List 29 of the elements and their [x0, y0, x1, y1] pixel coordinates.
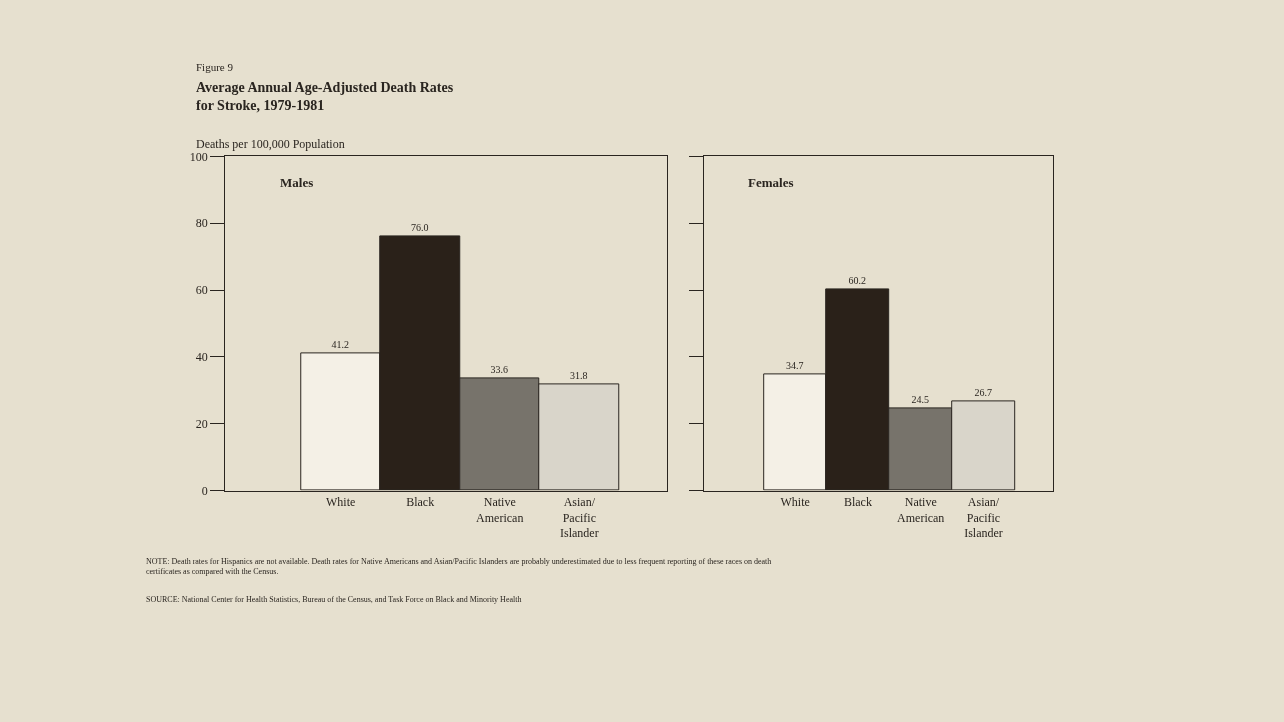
- data-label: 76.0: [411, 221, 429, 233]
- data-label: 31.8: [570, 369, 588, 381]
- annotation: Males: [280, 175, 314, 190]
- data-label: 41.2: [331, 338, 350, 350]
- chart-title: Average Annual Age-Adjusted Death Rates for Stroke, 1979-1981: [196, 80, 454, 114]
- x-tick-label: Native American: [897, 494, 945, 525]
- y-tick-label: 60: [195, 283, 208, 298]
- x-tick-label: Asian/ Pacific Islander: [964, 494, 1003, 541]
- data-label: 33.6: [490, 363, 509, 375]
- source-note: SOURCE: National Center for Health Statistics, Bureau of the Census, and Task Force on Black and Minority Health: [146, 595, 522, 604]
- x-tick-label: Black: [406, 494, 435, 509]
- annotation: Females: [748, 175, 794, 190]
- y-tick-label: 80: [195, 216, 208, 231]
- x-tick-label: Asian/ Pacific Islander: [560, 494, 599, 541]
- chart-subtitle: Figure 9: [196, 61, 234, 73]
- y-tick-label: 40: [195, 350, 208, 365]
- text: NOTE: Death rates for Hispanics are not available. Death rates for Native Americans and Asian/Pacific Islanders are probably underestimated due to less frequent reporting of these races on death certificates as compared with the Census.: [146, 557, 772, 577]
- x-tick-label: Native American: [476, 494, 524, 525]
- y-tick-label: 0: [201, 483, 208, 498]
- x-tick-label: White: [780, 494, 810, 509]
- data-label: 26.7: [974, 386, 992, 398]
- y-tick-label: 20: [195, 416, 208, 431]
- data-label: 34.7: [785, 359, 804, 371]
- data-label: 24.5: [911, 393, 929, 405]
- y-tick-label: 100: [189, 149, 208, 164]
- data-label: 60.2: [848, 274, 866, 286]
- y-axis-title: Deaths per 100,000 Population: [196, 137, 345, 151]
- x-tick-label: White: [325, 494, 356, 509]
- x-tick-label: Black: [843, 494, 872, 509]
